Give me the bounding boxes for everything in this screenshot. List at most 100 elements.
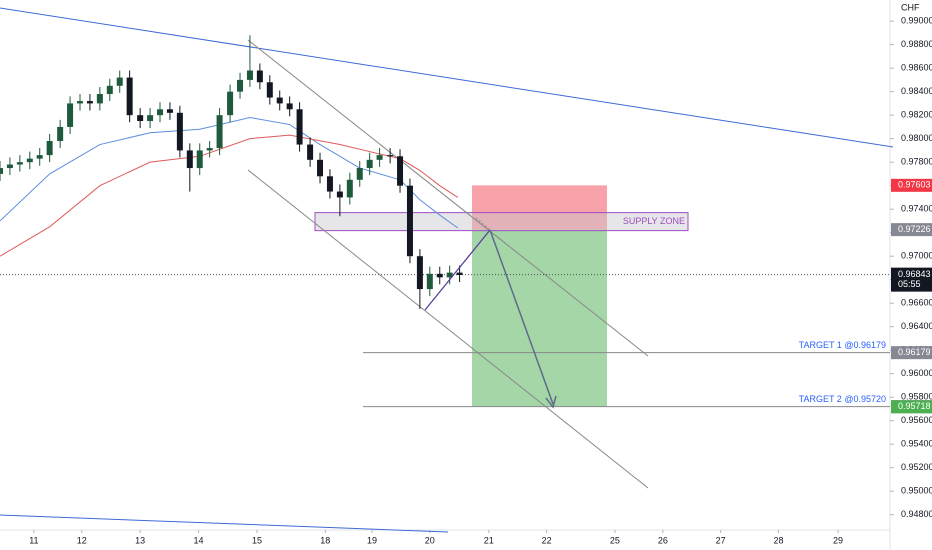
x-tick-label: 11 bbox=[29, 535, 38, 545]
x-tick-label: 20 bbox=[425, 535, 435, 545]
x-tick-label: 15 bbox=[252, 535, 262, 545]
channel-line bbox=[247, 169, 649, 489]
y-tick-label: 0.97000 bbox=[901, 251, 932, 261]
x-tick-label: 14 bbox=[194, 535, 204, 545]
candle-body bbox=[336, 191, 343, 198]
price-badge-label: 0.96843 bbox=[898, 269, 931, 279]
profit-zone bbox=[472, 229, 607, 407]
candle-body bbox=[366, 159, 373, 169]
candle-body bbox=[176, 112, 183, 151]
candle-body bbox=[246, 70, 253, 80]
price-badge bbox=[891, 400, 932, 414]
candle-body bbox=[416, 256, 423, 290]
x-tick-label: 21 bbox=[484, 535, 494, 545]
trendline bbox=[0, 7, 894, 148]
target-label: TARGET 1 @0.96179 bbox=[799, 340, 886, 350]
moving-average bbox=[0, 134, 459, 257]
candle-body bbox=[157, 109, 164, 116]
candle-body bbox=[326, 176, 333, 192]
price-badge-label: 0.97603 bbox=[898, 180, 931, 190]
candle-body bbox=[356, 168, 363, 180]
y-tick-label: 0.96000 bbox=[901, 368, 932, 378]
y-tick-label: 0.98600 bbox=[901, 63, 932, 73]
x-tick-label: 25 bbox=[610, 535, 620, 545]
price-badge bbox=[891, 223, 932, 237]
candle-body bbox=[216, 115, 223, 149]
candle-body bbox=[77, 101, 84, 104]
y-tick-label: 0.97400 bbox=[901, 204, 932, 214]
arrow-head bbox=[545, 395, 557, 409]
candle-body bbox=[256, 70, 263, 83]
candle-body bbox=[376, 155, 383, 160]
supply-zone-label: SUPPLY ZONE bbox=[623, 216, 685, 226]
candle-body bbox=[57, 126, 64, 142]
candle-body bbox=[456, 272, 463, 275]
candle-body bbox=[6, 164, 13, 169]
candle-body bbox=[137, 115, 144, 122]
y-tick-label: 0.98000 bbox=[901, 133, 932, 143]
candle-body bbox=[266, 82, 273, 98]
y-tick-label: 0.96400 bbox=[901, 321, 932, 331]
y-tick-label: 0.98200 bbox=[901, 110, 932, 120]
price-badge-label: 0.96179 bbox=[898, 347, 931, 357]
candle-body bbox=[0, 168, 3, 174]
y-tick-label: 0.99000 bbox=[901, 16, 932, 26]
candle-body bbox=[126, 77, 133, 116]
price-badge bbox=[891, 267, 932, 292]
candle-body bbox=[46, 141, 53, 156]
trendline bbox=[0, 514, 449, 533]
candle-body bbox=[406, 185, 413, 257]
target-label: TARGET 2 @0.95720 bbox=[799, 394, 886, 404]
x-tick-label: 27 bbox=[716, 535, 726, 545]
x-tick-label: 28 bbox=[773, 535, 783, 545]
price-badge-label: 0.95718 bbox=[898, 401, 931, 411]
y-tick-label: 0.95200 bbox=[901, 462, 932, 472]
currency: CHF bbox=[901, 2, 920, 12]
price-badge bbox=[891, 178, 932, 192]
stop-zone bbox=[472, 185, 607, 230]
candle-body bbox=[227, 91, 234, 116]
x-tick-label: 12 bbox=[77, 535, 87, 545]
candle-body bbox=[446, 272, 453, 278]
candle-body bbox=[387, 155, 394, 157]
y-tick-label: 0.95000 bbox=[901, 486, 932, 496]
channel-line bbox=[247, 39, 649, 357]
y-tick-label: 0.98400 bbox=[901, 86, 932, 96]
candle-body bbox=[286, 103, 293, 110]
arrow bbox=[489, 229, 554, 405]
candle-body bbox=[276, 97, 283, 104]
candle-body bbox=[86, 101, 93, 104]
candle-body bbox=[186, 150, 193, 169]
x-tick-label: 26 bbox=[658, 535, 668, 545]
candle-body bbox=[166, 109, 173, 113]
candle-body bbox=[116, 77, 123, 86]
candle-body bbox=[436, 273, 443, 278]
pattern-line bbox=[424, 229, 491, 311]
countdown: 05:55 bbox=[898, 279, 921, 289]
candle-body bbox=[206, 148, 213, 151]
x-tick-label: 19 bbox=[367, 535, 377, 545]
candle-body bbox=[397, 156, 404, 186]
x-tick-label: 18 bbox=[320, 535, 330, 545]
price-badge bbox=[891, 346, 932, 360]
y-tick-label: 0.98800 bbox=[901, 39, 932, 49]
x-tick-label: 13 bbox=[135, 535, 145, 545]
candle-body bbox=[96, 94, 103, 104]
price-badge-label: 0.97226 bbox=[898, 224, 931, 234]
y-tick-label: 0.95600 bbox=[901, 415, 932, 425]
candle-body bbox=[296, 109, 303, 145]
candle-body bbox=[36, 155, 43, 159]
candle-body bbox=[237, 79, 244, 92]
y-tick-label: 0.96600 bbox=[901, 298, 932, 308]
candle-body bbox=[106, 85, 113, 95]
candle-body bbox=[307, 144, 314, 160]
candle-body bbox=[147, 115, 154, 122]
candle-body bbox=[346, 179, 353, 198]
y-tick-label: 0.97800 bbox=[901, 157, 932, 167]
candle-body bbox=[16, 162, 23, 165]
pattern-line bbox=[475, 217, 491, 231]
candle-body bbox=[67, 103, 74, 127]
x-tick-label: 22 bbox=[542, 535, 552, 545]
y-tick-label: 0.95800 bbox=[901, 392, 932, 402]
